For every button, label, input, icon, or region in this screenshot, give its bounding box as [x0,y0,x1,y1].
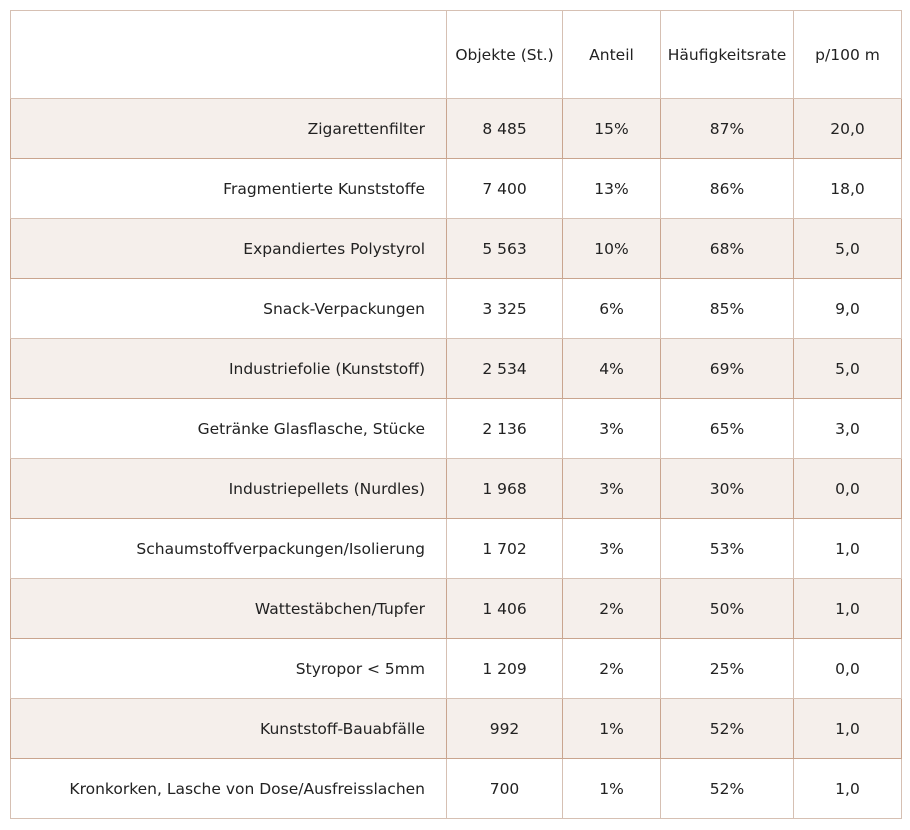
item-label-cell: Snack-Verpackungen [10,278,447,339]
frequency-rate-cell: 52% [660,758,794,819]
table-row: Industriepellets (Nurdles) 1 968 3% 30% 0,0 [10,458,902,519]
per-100m-cell: 5,0 [793,218,902,279]
per-100m-cell: 0,0 [793,458,902,519]
table-row: Kronkorken, Lasche von Dose/Ausfreisslac… [10,758,902,819]
frequency-rate-cell: 85% [660,278,794,339]
objects-count-cell: 992 [446,698,563,759]
frequency-rate-cell: 30% [660,458,794,519]
share-cell: 3% [562,518,661,579]
per-100m-cell: 9,0 [793,278,902,339]
table-body: Zigarettenfilter 8 485 15% 87% 20,0 Fragmenti… [10,98,902,819]
column-header [10,10,447,99]
table-row: Styropor < 5mm 1 209 2% 25% 0,0 [10,638,902,699]
share-cell: 3% [562,398,661,459]
share-cell: 15% [562,98,661,159]
table-row: Kunststoff-Bauabfälle 992 1% 52% 1,0 [10,698,902,759]
objects-count-cell: 1 209 [446,638,563,699]
per-100m-cell: 18,0 [793,158,902,219]
item-label-cell: Schaumstoffverpackungen/Isolierung [10,518,447,579]
share-cell: 6% [562,278,661,339]
objects-count-cell: 5 563 [446,218,563,279]
share-cell: 3% [562,458,661,519]
objects-count-cell: 700 [446,758,563,819]
per-100m-cell: 3,0 [793,398,902,459]
item-label-cell: Kunststoff-Bauabfälle [10,698,447,759]
per-100m-cell: 5,0 [793,338,902,399]
frequency-rate-cell: 25% [660,638,794,699]
item-label-cell: Expandiertes Polystyrol [10,218,447,279]
litter-table: Objekte (St.) Anteil Häufigkeitsrate p/1… [10,10,902,819]
frequency-rate-cell: 87% [660,98,794,159]
share-cell: 1% [562,758,661,819]
frequency-rate-cell: 68% [660,218,794,279]
objects-count-cell: 1 406 [446,578,563,639]
table-row: Snack-Verpackungen 3 325 6% 85% 9,0 [10,278,902,339]
frequency-rate-cell: 52% [660,698,794,759]
objects-count-cell: 1 968 [446,458,563,519]
per-100m-cell: 1,0 [793,758,902,819]
table-row: Schaumstoffverpackungen/Isolierung 1 702 3… [10,518,902,579]
frequency-rate-cell: 65% [660,398,794,459]
item-label-cell: Industriefolie (Kunststoff) [10,338,447,399]
objects-count-cell: 2 136 [446,398,563,459]
per-100m-cell: 1,0 [793,518,902,579]
share-cell: 1% [562,698,661,759]
item-label-cell: Kronkorken, Lasche von Dose/Ausfreisslac… [10,758,447,819]
share-cell: 13% [562,158,661,219]
per-100m-cell: 0,0 [793,638,902,699]
objects-count-cell: 3 325 [446,278,563,339]
item-label-cell: Wattestäbchen/Tupfer [10,578,447,639]
frequency-rate-cell: 86% [660,158,794,219]
share-cell: 2% [562,578,661,639]
item-label-cell: Industriepellets (Nurdles) [10,458,447,519]
per-100m-cell: 1,0 [793,698,902,759]
column-header: Häufigkeitsrate [660,10,794,99]
header-row: Objekte (St.) Anteil Häufigkeitsrate p/1… [10,10,902,99]
table-row: Industriefolie (Kunststoff) 2 534 4% 69% 5,0 [10,338,902,399]
per-100m-cell: 1,0 [793,578,902,639]
frequency-rate-cell: 53% [660,518,794,579]
frequency-rate-cell: 50% [660,578,794,639]
share-cell: 2% [562,638,661,699]
table-row: Wattestäbchen/Tupfer 1 406 2% 50% 1,0 [10,578,902,639]
item-label-cell: Fragmentierte Kunststoffe [10,158,447,219]
table-row: Zigarettenfilter 8 485 15% 87% 20,0 [10,98,902,159]
objects-count-cell: 8 485 [446,98,563,159]
frequency-rate-cell: 69% [660,338,794,399]
table-row: Getränke Glasflasche, Stücke 2 136 3% 65% 3,… [10,398,902,459]
objects-count-cell: 7 400 [446,158,563,219]
per-100m-cell: 20,0 [793,98,902,159]
table-row: Expandiertes Polystyrol 5 563 10% 68% 5,0 [10,218,902,279]
item-label-cell: Zigarettenfilter [10,98,447,159]
column-header: p/100 m [793,10,902,99]
item-label-cell: Getränke Glasflasche, Stücke [10,398,447,459]
share-cell: 4% [562,338,661,399]
item-label-cell: Styropor < 5mm [10,638,447,699]
column-header: Anteil [562,10,661,99]
table-row: Fragmentierte Kunststoffe 7 400 13% 86% 18,0 [10,158,902,219]
share-cell: 10% [562,218,661,279]
column-header: Objekte (St.) [446,10,563,99]
objects-count-cell: 1 702 [446,518,563,579]
objects-count-cell: 2 534 [446,338,563,399]
